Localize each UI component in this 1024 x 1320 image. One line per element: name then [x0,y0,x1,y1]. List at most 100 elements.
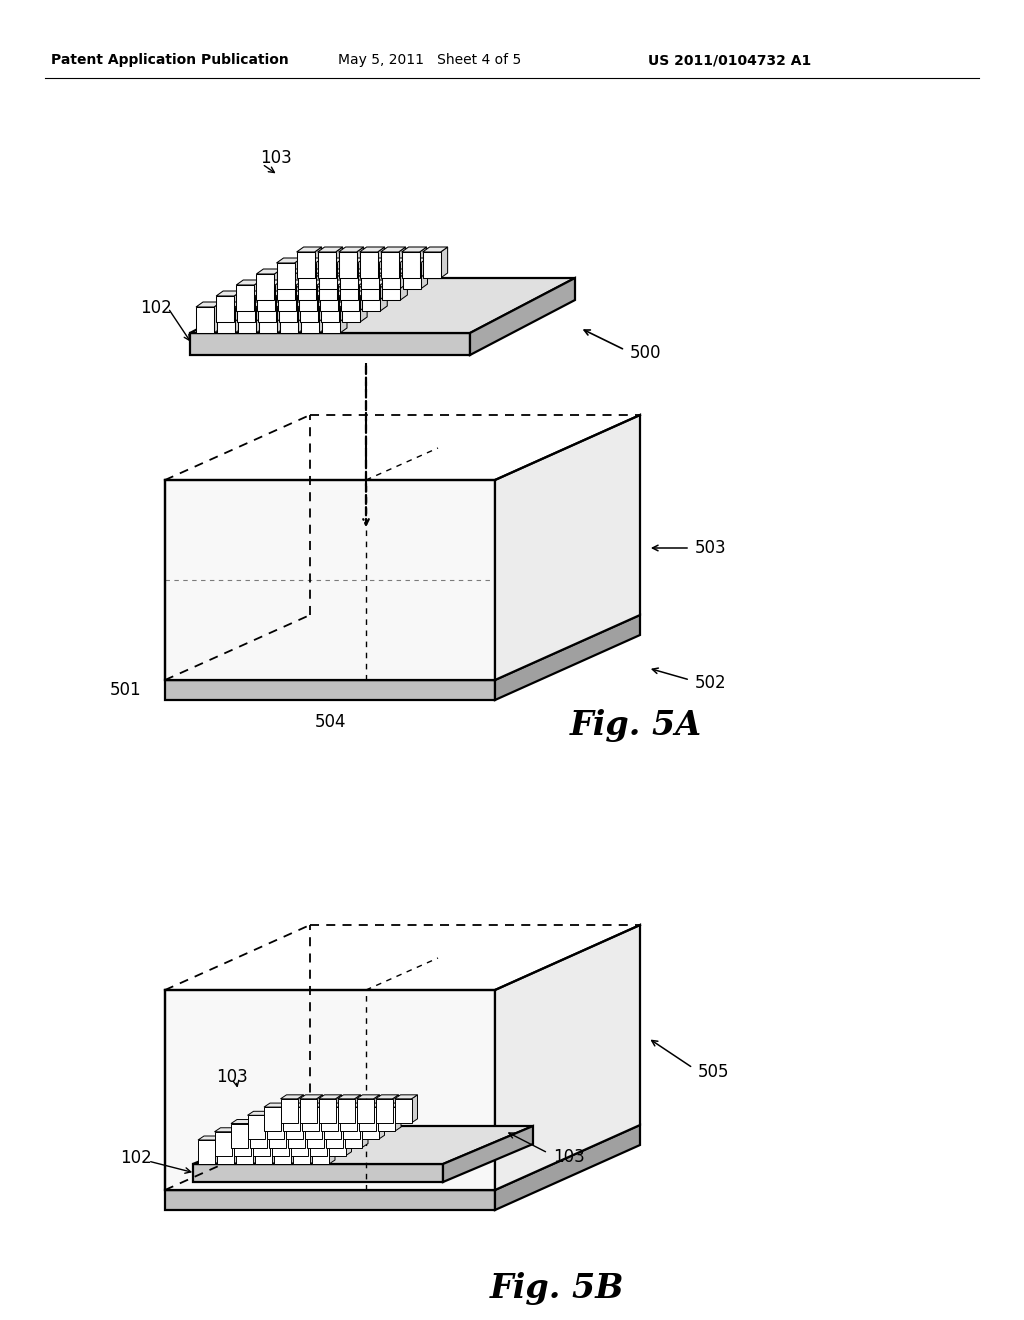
Polygon shape [255,290,262,322]
Polygon shape [361,269,386,275]
Polygon shape [271,1131,289,1156]
Polygon shape [321,1104,344,1107]
Text: Patent Application Publication: Patent Application Publication [51,53,289,67]
Polygon shape [362,280,387,285]
Polygon shape [319,275,337,300]
Polygon shape [196,308,214,333]
Polygon shape [286,1111,308,1115]
Polygon shape [165,680,495,700]
Polygon shape [299,285,317,312]
Polygon shape [376,1104,382,1131]
Polygon shape [298,269,324,275]
Polygon shape [327,1127,333,1156]
Polygon shape [361,1115,379,1139]
Polygon shape [253,1127,275,1131]
Polygon shape [233,1131,251,1156]
Polygon shape [307,1127,313,1156]
Polygon shape [322,302,347,308]
Polygon shape [337,257,343,289]
Text: US 2011/0104732 A1: US 2011/0104732 A1 [648,53,812,67]
Polygon shape [360,257,385,263]
Polygon shape [234,1137,240,1164]
Polygon shape [280,290,304,296]
Polygon shape [299,280,325,285]
Polygon shape [236,1137,259,1140]
Polygon shape [190,333,470,355]
Polygon shape [165,615,640,680]
Polygon shape [356,1094,380,1098]
Polygon shape [378,1104,401,1107]
Polygon shape [317,280,325,312]
Polygon shape [248,1111,270,1115]
Polygon shape [258,296,276,322]
Polygon shape [259,302,284,308]
Polygon shape [324,1119,330,1147]
Polygon shape [379,269,386,300]
Polygon shape [341,280,367,285]
Polygon shape [267,1119,273,1147]
Polygon shape [264,1107,281,1131]
Polygon shape [299,1094,323,1098]
Polygon shape [255,1140,272,1164]
Polygon shape [314,247,322,279]
Polygon shape [361,1111,384,1115]
Polygon shape [359,252,378,279]
Polygon shape [256,269,282,275]
Polygon shape [281,1098,298,1123]
Polygon shape [266,1115,284,1139]
Polygon shape [379,257,385,289]
Polygon shape [281,1094,303,1098]
Polygon shape [215,1137,221,1164]
Polygon shape [301,302,326,308]
Polygon shape [274,1140,291,1164]
Polygon shape [257,280,283,285]
Polygon shape [495,615,640,700]
Polygon shape [238,308,256,333]
Polygon shape [338,1094,360,1098]
Polygon shape [216,290,241,296]
Polygon shape [271,1127,295,1131]
Polygon shape [234,302,242,333]
Text: Fig. 5B: Fig. 5B [490,1272,625,1305]
Text: 103: 103 [260,149,292,168]
Polygon shape [316,1094,323,1123]
Polygon shape [297,252,314,279]
Polygon shape [288,1119,311,1123]
Polygon shape [300,296,318,322]
Polygon shape [269,1127,275,1156]
Polygon shape [190,279,575,333]
Polygon shape [399,257,407,289]
Polygon shape [214,1131,231,1156]
Polygon shape [338,280,345,312]
Polygon shape [216,296,234,322]
Polygon shape [231,1123,248,1147]
Polygon shape [236,1140,253,1164]
Text: 504: 504 [315,713,346,731]
Polygon shape [402,263,421,289]
Polygon shape [322,308,340,333]
Polygon shape [276,290,283,322]
Polygon shape [289,1127,295,1156]
Polygon shape [298,263,315,289]
Polygon shape [421,257,427,289]
Polygon shape [359,280,367,312]
Polygon shape [394,1098,412,1123]
Polygon shape [165,480,495,680]
Polygon shape [420,247,427,279]
Polygon shape [360,263,379,289]
Polygon shape [250,1123,267,1147]
Polygon shape [356,1098,374,1123]
Polygon shape [357,257,365,289]
Polygon shape [359,247,385,252]
Polygon shape [339,290,346,322]
Polygon shape [341,1111,346,1139]
Polygon shape [196,302,221,308]
Polygon shape [307,1119,330,1123]
Polygon shape [345,1127,351,1156]
Polygon shape [276,257,301,263]
Polygon shape [293,1140,310,1164]
Polygon shape [318,257,343,263]
Polygon shape [318,290,326,322]
Polygon shape [336,1094,341,1123]
Polygon shape [193,1126,534,1164]
